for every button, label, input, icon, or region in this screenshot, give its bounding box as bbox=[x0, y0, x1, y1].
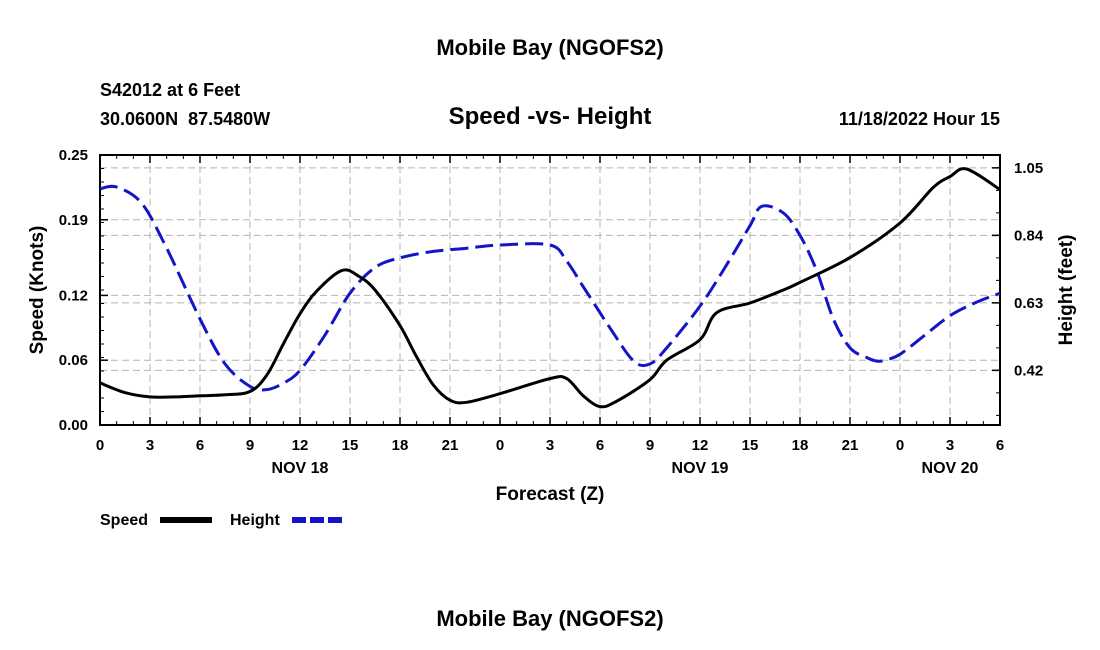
x-tick-label: 9 bbox=[246, 437, 254, 454]
x-tick-label: 0 bbox=[496, 437, 504, 454]
x-tick-labels: 0 3 6 9 12 15 18 21 0 3 6 9 12 15 18 21 0 3 6 bbox=[96, 437, 1004, 454]
day-label: NOV 19 bbox=[672, 460, 729, 477]
x-tick-label: 21 bbox=[442, 437, 459, 454]
x-tick-label: 6 bbox=[196, 437, 204, 454]
y-tick-label: 0.00 bbox=[59, 417, 88, 434]
x-tick-label: 18 bbox=[392, 437, 409, 454]
x-tick-label: 12 bbox=[292, 437, 309, 454]
x-tick-label: 18 bbox=[792, 437, 809, 454]
x-tick-label: 21 bbox=[842, 437, 859, 454]
x-tick-label: 0 bbox=[96, 437, 104, 454]
y2-tick-label: 0.42 bbox=[1014, 362, 1043, 379]
series-line-height bbox=[99, 184, 1001, 392]
x-tick-label: 9 bbox=[646, 437, 654, 454]
y2-tick-label: 1.05 bbox=[1014, 160, 1043, 177]
chart-subtitle: Speed -vs- Height bbox=[449, 103, 652, 130]
grid bbox=[100, 155, 1000, 425]
x-axis-label: Forecast (Z) bbox=[496, 484, 605, 505]
x-tick-label: 3 bbox=[946, 437, 954, 454]
location-label: 30.0600N 87.5480W bbox=[100, 109, 270, 129]
datetime-label: 11/18/2022 Hour 15 bbox=[839, 109, 1000, 129]
y2-tick-labels: 0.42 0.63 0.84 1.05 bbox=[1014, 160, 1044, 380]
series-lines bbox=[99, 167, 1001, 409]
day-label: NOV 20 bbox=[922, 460, 979, 477]
day-labels: NOV 18 NOV 19 NOV 20 bbox=[272, 460, 979, 477]
x-tick-label: 6 bbox=[596, 437, 604, 454]
axis-ticks bbox=[99, 154, 1001, 426]
y-tick-labels: 0.00 0.06 0.12 0.19 0.25 bbox=[59, 147, 88, 434]
y-axis-label: Speed (Knots) bbox=[27, 226, 48, 355]
legend-label-speed: Speed bbox=[100, 512, 148, 529]
x-tick-label: 6 bbox=[996, 437, 1004, 454]
legend-label-height: Height bbox=[230, 512, 280, 529]
footer-title: Mobile Bay (NGOFS2) bbox=[436, 606, 663, 631]
x-tick-label: 0 bbox=[896, 437, 904, 454]
y-tick-label: 0.12 bbox=[59, 287, 88, 304]
x-tick-label: 3 bbox=[546, 437, 554, 454]
x-tick-label: 12 bbox=[692, 437, 709, 454]
y2-axis-label: Height (feet) bbox=[1056, 235, 1077, 346]
series-line-speed bbox=[99, 167, 1001, 409]
x-tick-label: 3 bbox=[146, 437, 154, 454]
y-tick-label: 0.19 bbox=[59, 212, 88, 229]
x-tick-label: 15 bbox=[742, 437, 759, 454]
chart-title: Mobile Bay (NGOFS2) bbox=[436, 35, 663, 60]
legend: Speed Height bbox=[100, 512, 342, 529]
x-tick-label: 15 bbox=[342, 437, 359, 454]
y2-tick-label: 0.63 bbox=[1014, 295, 1043, 312]
y-tick-label: 0.06 bbox=[59, 352, 88, 369]
station-label: S42012 at 6 Feet bbox=[100, 80, 240, 100]
y2-tick-label: 0.84 bbox=[1014, 227, 1044, 244]
y-tick-label: 0.25 bbox=[59, 147, 88, 164]
day-label: NOV 18 bbox=[272, 460, 329, 477]
